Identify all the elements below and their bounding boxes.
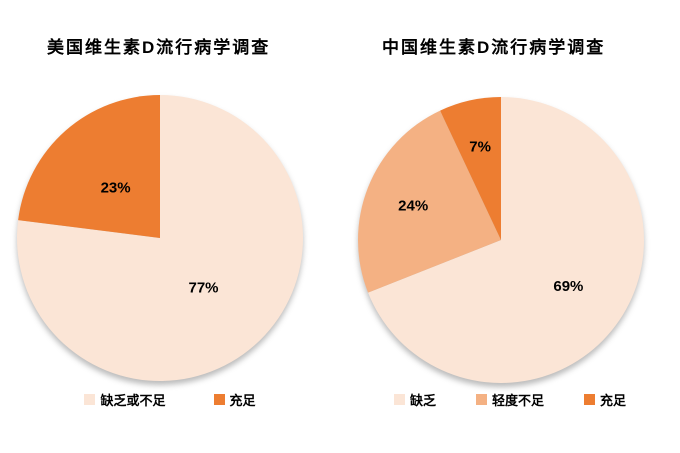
pie-data-label: 69%: [553, 278, 583, 295]
legend-label: 轻度不足: [491, 392, 544, 408]
legend-label: 充足: [229, 392, 256, 408]
pie-data-label: 77%: [188, 279, 218, 296]
legend-swatch: [584, 393, 595, 405]
legend-item: 充足: [584, 390, 626, 409]
pie-data-label: 24%: [398, 197, 428, 214]
pie-chart-china: 69% 24% 7%: [357, 97, 644, 383]
legend-item: 轻度不足: [475, 390, 544, 409]
legend-swatch: [475, 393, 487, 405]
pie-chart-usa: 77% 23%: [17, 95, 304, 381]
legend-label: 缺乏: [409, 392, 436, 408]
legend-swatch: [393, 393, 405, 405]
pie-data-label: 7%: [469, 139, 491, 156]
legend-usa: 缺乏或不足 充足: [0, 390, 340, 409]
pie-slice: [17, 95, 304, 381]
legend-item: 缺乏或不足: [84, 390, 166, 409]
legend-item: 充足: [213, 390, 256, 409]
legend-china: 缺乏 轻度不足 充足: [340, 390, 680, 409]
legend-label: 充足: [600, 392, 627, 408]
legend-swatch: [84, 393, 96, 405]
pie-data-label: 23%: [101, 180, 131, 197]
pie-slice: [368, 97, 644, 383]
legend-label: 缺乏或不足: [100, 392, 166, 408]
pie-slice: [440, 97, 501, 240]
legend-item: 缺乏: [393, 390, 436, 409]
legend-swatch: [213, 393, 225, 405]
chart-title-china: 中国维生素D流行病学调查: [382, 38, 606, 57]
chart-title-usa: 美国维生素D流行病学调查: [47, 38, 271, 57]
pie-slice: [357, 110, 501, 293]
pie-slice: [18, 95, 160, 238]
